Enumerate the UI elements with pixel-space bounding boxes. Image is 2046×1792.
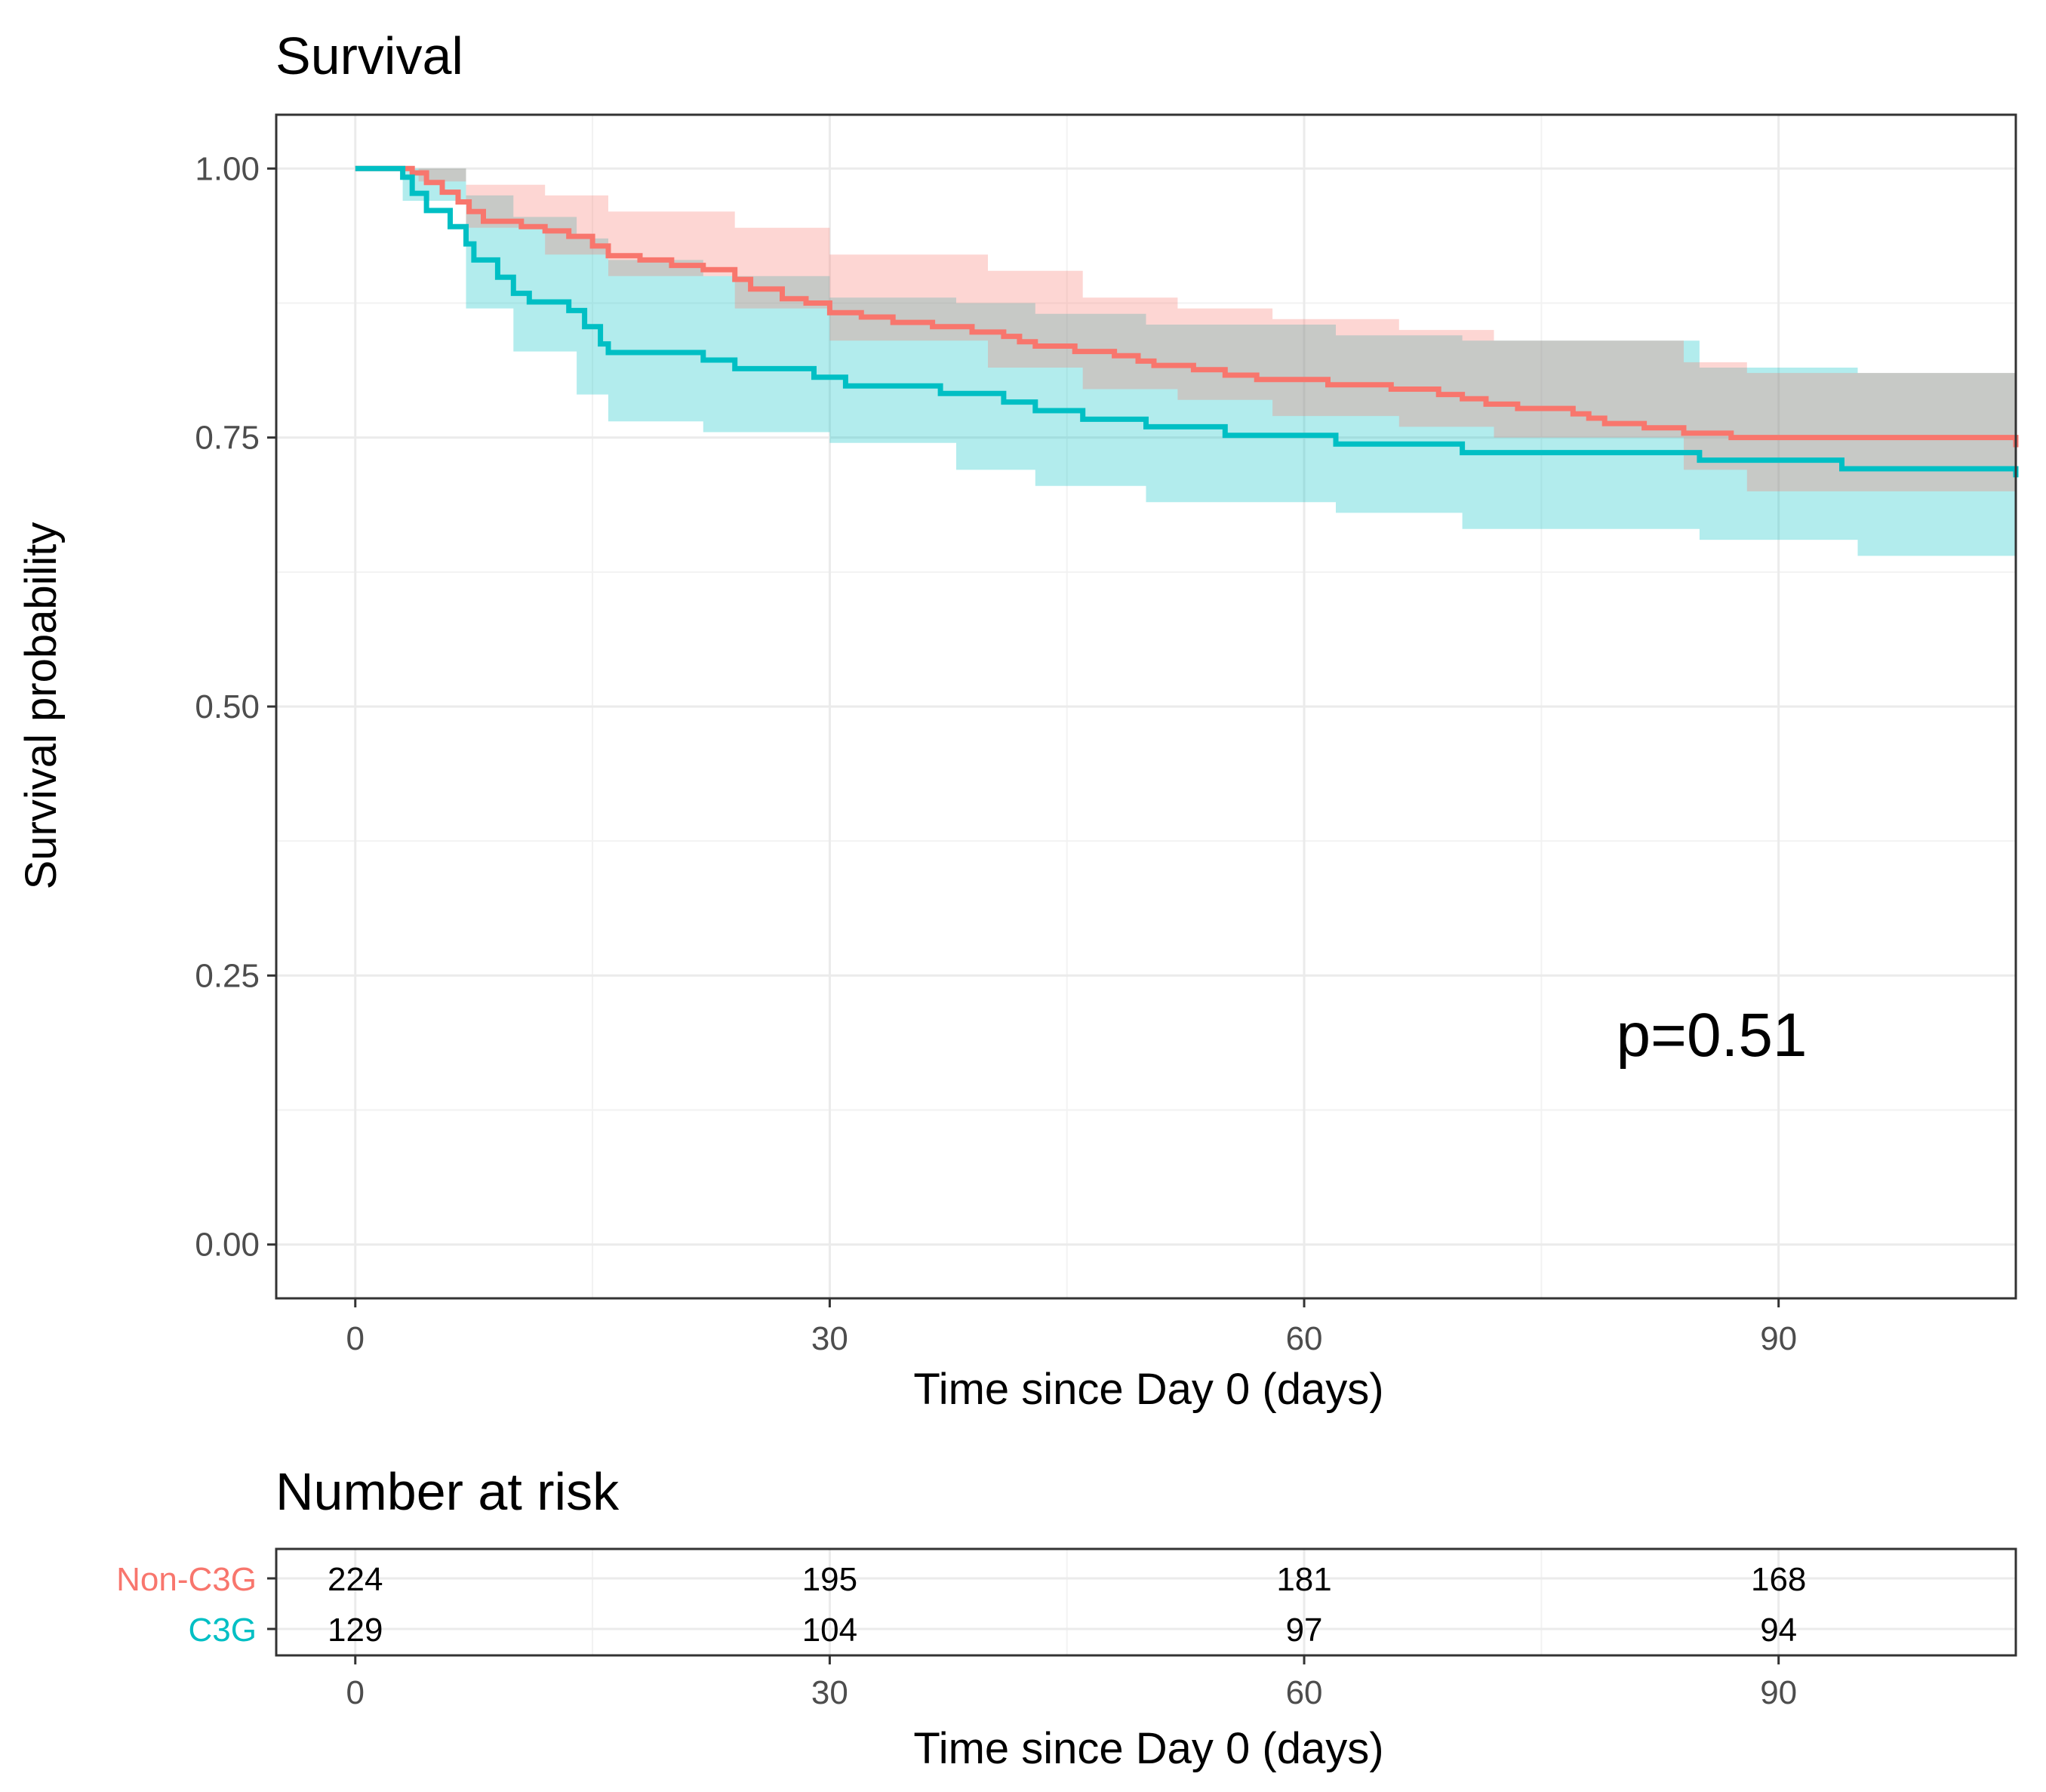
risk-table-area: Non-C3G 224 195 181 168 C3G 129 104 97 94 0 30 60 90 xyxy=(116,1547,2017,1711)
y-tick-label: 0.00 xyxy=(195,1227,260,1264)
survival-plot-area: 0.00 0.25 0.50 0.75 1.00 0 30 60 90 xyxy=(195,113,2019,1357)
survival-x-axis-title: Time since Day 0 (days) xyxy=(913,1365,1383,1414)
risk-count: 224 xyxy=(328,1561,383,1598)
risk-count: 97 xyxy=(1286,1612,1323,1649)
risk-x-tick-label: 0 xyxy=(346,1674,365,1711)
risk-count: 181 xyxy=(1276,1561,1331,1598)
y-tick-label: 0.75 xyxy=(195,420,260,457)
risk-count: 94 xyxy=(1760,1612,1797,1649)
p-value-annotation: p=0.51 xyxy=(1616,1001,1807,1070)
survival-curve-non-c3g xyxy=(355,165,2019,448)
risk-x-tick-label: 30 xyxy=(811,1674,848,1711)
risk-table-x-axis-title: Time since Day 0 (days) xyxy=(913,1724,1383,1773)
survival-panel-title: Survival xyxy=(275,26,463,85)
risk-table-border xyxy=(275,1547,2017,1657)
risk-count: 129 xyxy=(328,1612,383,1649)
risk-row-label-non-c3g: Non-C3G xyxy=(116,1561,257,1598)
y-tick-label: 0.25 xyxy=(195,957,260,994)
risk-x-tick-label: 90 xyxy=(1760,1674,1797,1711)
ci-band-non-c3g xyxy=(355,168,2016,508)
risk-table-background xyxy=(276,1549,2016,1655)
risk-x-tick-label: 60 xyxy=(1286,1674,1323,1711)
survival-curve-c3g xyxy=(355,165,2019,478)
y-tick-label: 0.50 xyxy=(195,688,260,725)
risk-count: 104 xyxy=(802,1612,857,1649)
x-tick-label: 30 xyxy=(811,1320,848,1357)
risk-count: 195 xyxy=(802,1561,857,1598)
y-tick-label: 1.00 xyxy=(195,150,260,187)
survival-y-axis-title: Survival probability xyxy=(17,522,66,890)
risk-row-label-c3g: C3G xyxy=(189,1612,257,1649)
x-tick-label: 90 xyxy=(1760,1320,1797,1357)
x-tick-label: 60 xyxy=(1286,1320,1323,1357)
x-tick-label: 0 xyxy=(346,1320,365,1357)
risk-table-title: Number at risk xyxy=(275,1462,620,1521)
risk-count: 168 xyxy=(1751,1561,1806,1598)
